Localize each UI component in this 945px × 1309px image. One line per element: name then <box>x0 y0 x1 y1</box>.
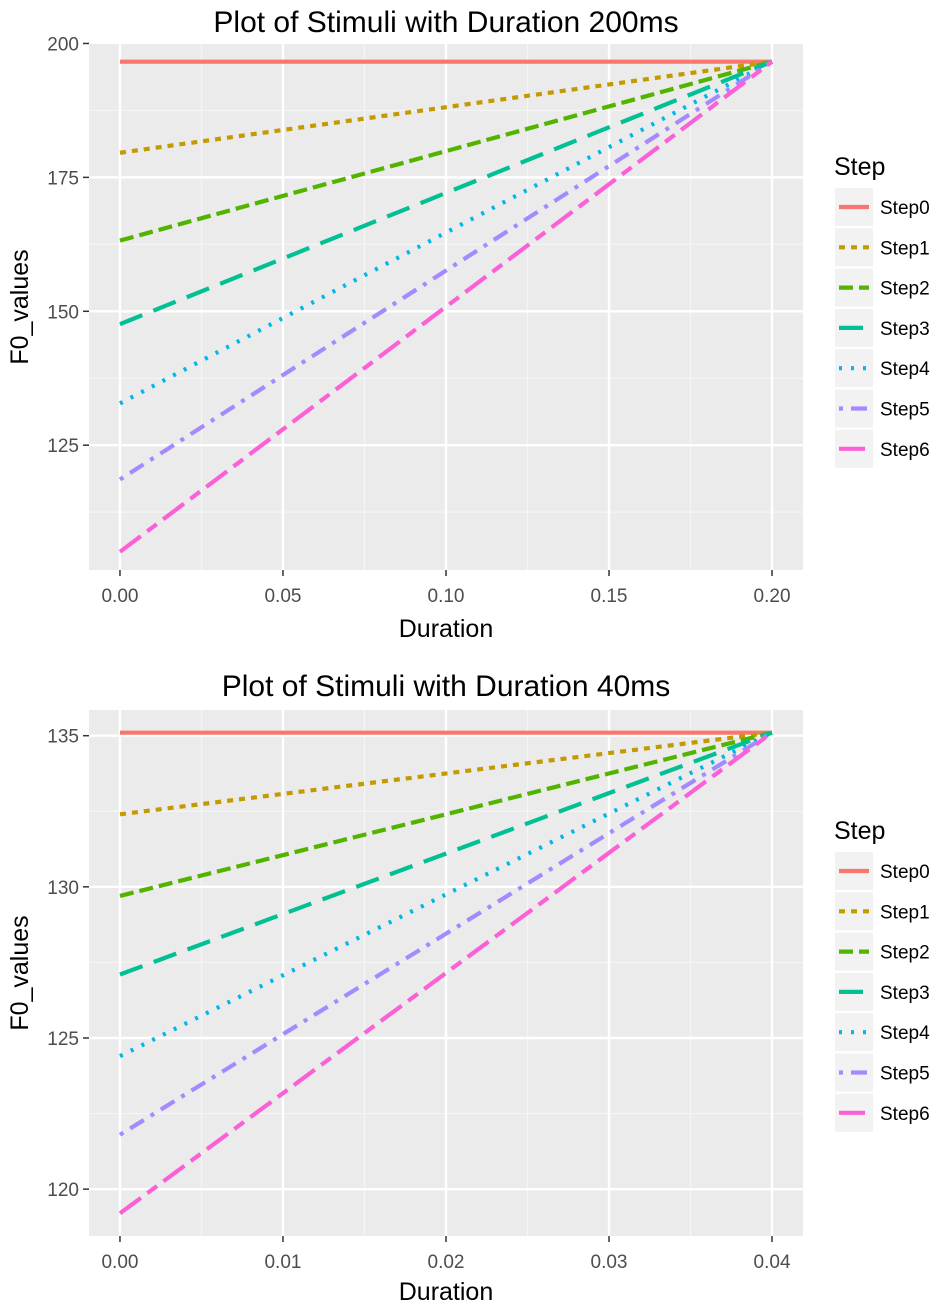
legend: Step Step0 Step1 Step2 Step3 Step4 Step5 Step6 <box>834 153 930 468</box>
y-tick-label: 150 <box>47 302 79 323</box>
series-line-step4 <box>118 59 774 406</box>
legend-item: Step2 <box>835 932 930 971</box>
grid <box>89 710 803 1236</box>
y-tick-label: 135 <box>47 727 79 748</box>
y-ticks: 125 150 175 200 <box>47 34 89 457</box>
legend-item: Step5 <box>835 389 930 428</box>
series-line-step2 <box>119 59 773 243</box>
series-line-step5 <box>118 59 774 482</box>
legend-label: Step6 <box>880 1104 930 1125</box>
x-tick-label: 0.02 <box>428 1252 465 1273</box>
legend-label: Step4 <box>880 1023 930 1044</box>
legend-label: Step1 <box>880 238 930 259</box>
legend-items: Step0 Step1 Step2 Step3 Step4 Step5 Step6 <box>835 852 930 1132</box>
legend-title: Step <box>834 817 885 845</box>
legend-item: Step2 <box>835 268 930 307</box>
x-tick-label: 0.05 <box>264 586 301 607</box>
legend-label: Step0 <box>880 862 930 883</box>
x-tick-label: 0.01 <box>264 1252 301 1273</box>
y-tick-label: 120 <box>47 1180 79 1201</box>
series-line-step3 <box>119 730 773 977</box>
x-tick-label: 0.15 <box>591 586 628 607</box>
legend-item: Step3 <box>835 308 930 347</box>
legend-item: Step1 <box>835 892 930 931</box>
legend-item: Step0 <box>835 188 930 226</box>
y-tick-label: 125 <box>47 1029 79 1050</box>
y-axis-title: F0_values <box>6 915 34 1030</box>
grid <box>89 44 803 570</box>
y-tick-label: 125 <box>47 436 79 457</box>
legend: Step Step0 Step1 Step2 Step3 Step4 Step5 Step6 <box>834 817 930 1132</box>
legend-label: Step1 <box>880 902 930 923</box>
legend-item: Step4 <box>835 349 930 388</box>
x-axis-title: Duration <box>399 1278 494 1306</box>
x-tick-label: 0.03 <box>591 1252 628 1273</box>
y-tick-label: 200 <box>47 34 79 55</box>
legend-label: Step4 <box>880 359 930 380</box>
series-line-step1 <box>119 730 773 817</box>
chart-200ms: Plot of Stimuli with Duration 200ms 1251… <box>6 6 930 643</box>
legend-label: Step3 <box>880 983 930 1004</box>
chart-40ms: Plot of Stimuli with Duration 40ms 12012… <box>6 670 930 1306</box>
x-axis-title: Duration <box>399 615 494 643</box>
x-tick-label: 0.00 <box>101 586 138 607</box>
x-ticks: 0.00 0.01 0.02 0.03 0.04 <box>101 1236 791 1273</box>
x-tick-label: 0.04 <box>754 1252 791 1273</box>
chart-title: Plot of Stimuli with Duration 40ms <box>222 670 671 703</box>
legend-label: Step5 <box>880 400 930 421</box>
series-line-step1 <box>119 59 773 155</box>
x-tick-label: 0.20 <box>754 586 791 607</box>
x-ticks: 0.00 0.05 0.10 0.15 0.20 <box>101 570 791 607</box>
legend-label: Step3 <box>880 319 930 340</box>
legend-item: Step3 <box>835 972 930 1011</box>
y-tick-label: 175 <box>47 168 79 189</box>
legend-label: Step6 <box>880 440 930 461</box>
y-tick-label: 130 <box>47 878 79 899</box>
legend-title: Step <box>834 153 885 181</box>
x-tick-label: 0.10 <box>428 586 465 607</box>
legend-item: Step6 <box>835 1093 930 1132</box>
legend-item: Step4 <box>835 1013 930 1052</box>
series-line-step4 <box>119 730 773 1059</box>
y-ticks: 120 125 130 135 <box>47 727 89 1201</box>
legend-label: Step5 <box>880 1064 930 1085</box>
legend-item: Step0 <box>835 852 930 890</box>
legend-item: Step1 <box>835 228 930 267</box>
series-line-step3 <box>119 59 773 327</box>
x-tick-label: 0.00 <box>101 1252 138 1273</box>
y-axis-title: F0_values <box>6 249 34 364</box>
chart-title: Plot of Stimuli with Duration 200ms <box>213 6 678 39</box>
series-lines <box>118 730 774 1216</box>
legend-label: Step2 <box>880 279 930 300</box>
series-lines <box>118 59 774 554</box>
legend-label: Step2 <box>880 943 930 964</box>
legend-items: Step0 Step1 Step2 Step3 Step4 Step5 Step6 <box>835 188 930 468</box>
legend-label: Step0 <box>880 198 930 219</box>
series-line-step5 <box>118 730 774 1137</box>
legend-item: Step5 <box>835 1053 930 1092</box>
legend-item: Step6 <box>835 429 930 468</box>
series-line-step2 <box>119 730 773 898</box>
